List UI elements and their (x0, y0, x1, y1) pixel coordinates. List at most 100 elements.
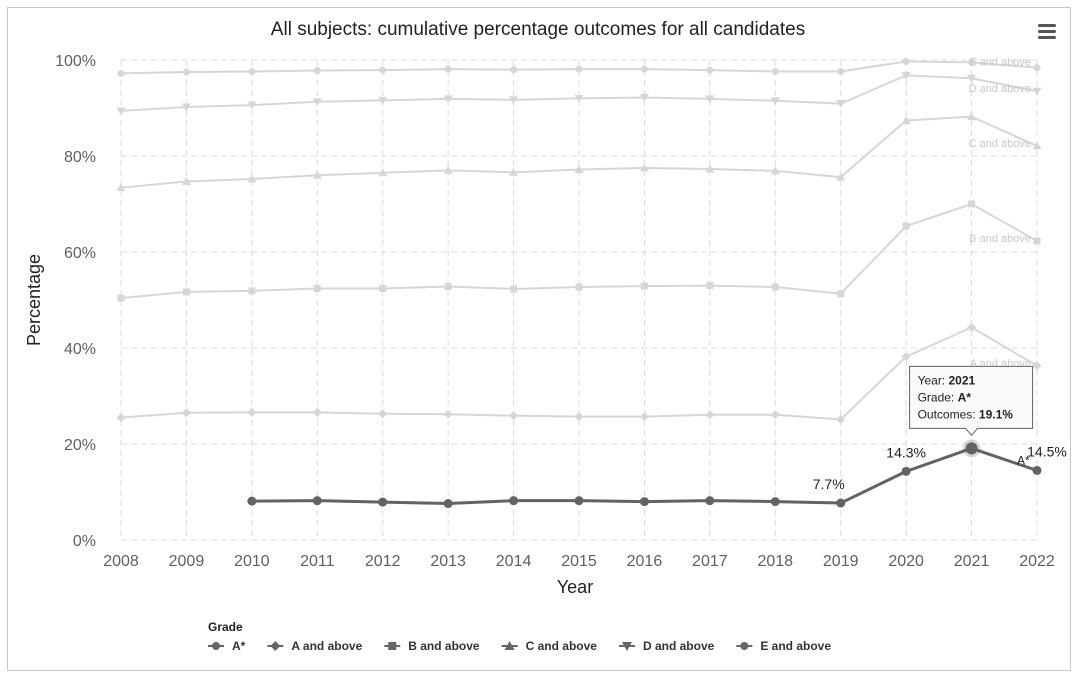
data-point-a-star (836, 498, 846, 508)
x-tick-label: 2015 (561, 553, 597, 570)
tooltip-outcomes: Outcomes: 19.1% (918, 407, 1014, 421)
x-tick-label: 2014 (496, 553, 532, 570)
x-tick-label: 2018 (757, 553, 793, 570)
data-point-e-and-above (575, 65, 583, 73)
series-end-label-b-and-above: B and above (969, 233, 1031, 245)
y-axis-title: Percentage (24, 254, 44, 346)
series-end-label-a-star: A* (1017, 453, 1030, 467)
data-point-d-and-above (378, 96, 388, 105)
legend-marker-a-star (212, 642, 220, 650)
data-point-a-and-above (443, 409, 453, 419)
legend-item-d-and-above[interactable]: D and above (618, 639, 715, 653)
y-tick-label: 60% (64, 245, 96, 262)
x-tick-label: 2016 (627, 553, 663, 570)
data-point-a-and-above (705, 410, 715, 420)
data-point-b-and-above (1033, 237, 1041, 245)
data-point-c-and-above (639, 163, 649, 172)
legend: Grade A* A and above B and above C and abov… (208, 620, 831, 653)
data-point-b-and-above (117, 294, 125, 302)
chart-title: All subjects: cumulative percentage outc… (271, 19, 805, 40)
data-point-d-and-above (443, 95, 453, 104)
series-layer (116, 57, 1042, 509)
data-point-a-star (443, 499, 453, 509)
tooltip: Year: 2021 Grade: A* Outcomes: 19.1% (909, 365, 1034, 437)
x-tick-label: 2011 (300, 553, 335, 570)
legend-label-b-and-above: B and above (408, 639, 480, 653)
legend-title: Grade (208, 620, 243, 634)
tooltip-box (909, 365, 1034, 437)
y-tick-label: 0% (73, 533, 96, 550)
data-point-c-and-above (967, 112, 977, 121)
data-point-e-and-above (640, 65, 648, 73)
data-point-a-and-above (574, 412, 584, 422)
data-point-b-and-above (902, 222, 910, 230)
data-point-b-and-above (248, 287, 256, 295)
data-point-e-and-above (837, 68, 845, 76)
data-point-c-and-above (574, 164, 584, 173)
data-point-d-and-above (574, 94, 584, 103)
y-tick-label: 80% (64, 149, 96, 166)
data-label: 14.5% (1027, 443, 1067, 459)
data-label: 7.7% (813, 476, 845, 492)
data-point-a-star (705, 496, 715, 506)
tooltip-outcomes-label: Outcomes: (918, 407, 979, 421)
legend-marker-e-and-above (740, 642, 749, 650)
data-point-a-and-above (639, 412, 649, 422)
data-point-b-and-above (182, 288, 190, 296)
data-point-d-and-above (770, 97, 780, 106)
series-end-label-d-and-above: D and above (969, 83, 1031, 95)
legend-item-e-and-above[interactable]: E and above (736, 639, 831, 653)
data-point-c-and-above (509, 167, 519, 176)
series-end-label-e-and-above: E and above (969, 57, 1031, 69)
data-point-a-star (639, 497, 649, 507)
data-point-a-star (378, 497, 388, 507)
legend-marker-d-and-above (621, 642, 632, 651)
data-point-c-and-above (443, 165, 453, 174)
data-point-b-and-above (771, 283, 779, 291)
data-point-b-and-above (510, 285, 518, 293)
data-point-d-and-above (705, 95, 715, 104)
data-point-e-and-above (771, 68, 779, 76)
x-tick-label: 2013 (430, 553, 466, 570)
data-point-a-and-above (247, 407, 257, 417)
data-point-c-and-above (836, 172, 846, 181)
legend-item-b-and-above[interactable]: B and above (384, 639, 480, 653)
data-point-d-and-above (836, 100, 846, 109)
data-point-b-and-above (968, 200, 976, 208)
x-axis-title: Year (557, 577, 593, 597)
data-point-a-and-above (1032, 361, 1042, 371)
data-point-c-and-above (181, 176, 191, 185)
data-point-b-and-above (706, 282, 714, 290)
data-point-e-and-above (313, 67, 321, 75)
tooltip-year-label: Year: (918, 373, 949, 387)
data-point-a-and-above (901, 352, 911, 362)
data-point-a-and-above (312, 407, 322, 417)
data-point-a-star (1032, 465, 1042, 475)
data-point-a-and-above (116, 413, 126, 423)
legend-item-a-and-above[interactable]: A and above (267, 639, 363, 653)
menu-icon[interactable] (1038, 24, 1056, 39)
tooltip-year-value: 2021 (948, 373, 975, 387)
legend-item-c-and-above[interactable]: C and above (501, 639, 598, 653)
data-point-c-and-above (901, 115, 911, 124)
tooltip-year: Year: 2021 (918, 373, 976, 387)
data-point-e-and-above (968, 58, 976, 66)
data-point-c-and-above (378, 168, 388, 177)
data-point-a-and-above (509, 411, 519, 421)
data-point-a-star (509, 496, 519, 506)
x-tick-label: 2019 (823, 553, 859, 570)
data-point-d-and-above (639, 93, 649, 102)
grid (120, 59, 1038, 541)
data-point-a-and-above (967, 322, 977, 332)
data-point-c-and-above (705, 164, 715, 173)
data-point-c-and-above (1032, 141, 1042, 150)
data-point-a-and-above (836, 415, 846, 425)
tooltip-grade: Grade: A* (918, 390, 972, 404)
data-point-b-and-above (379, 284, 387, 292)
x-tick-label: 2017 (692, 553, 728, 570)
data-point-a-star (574, 496, 584, 506)
legend-label-a-and-above: A and above (291, 639, 362, 653)
legend-item-a-star[interactable]: A* (208, 639, 246, 653)
data-point-b-and-above (313, 284, 321, 292)
